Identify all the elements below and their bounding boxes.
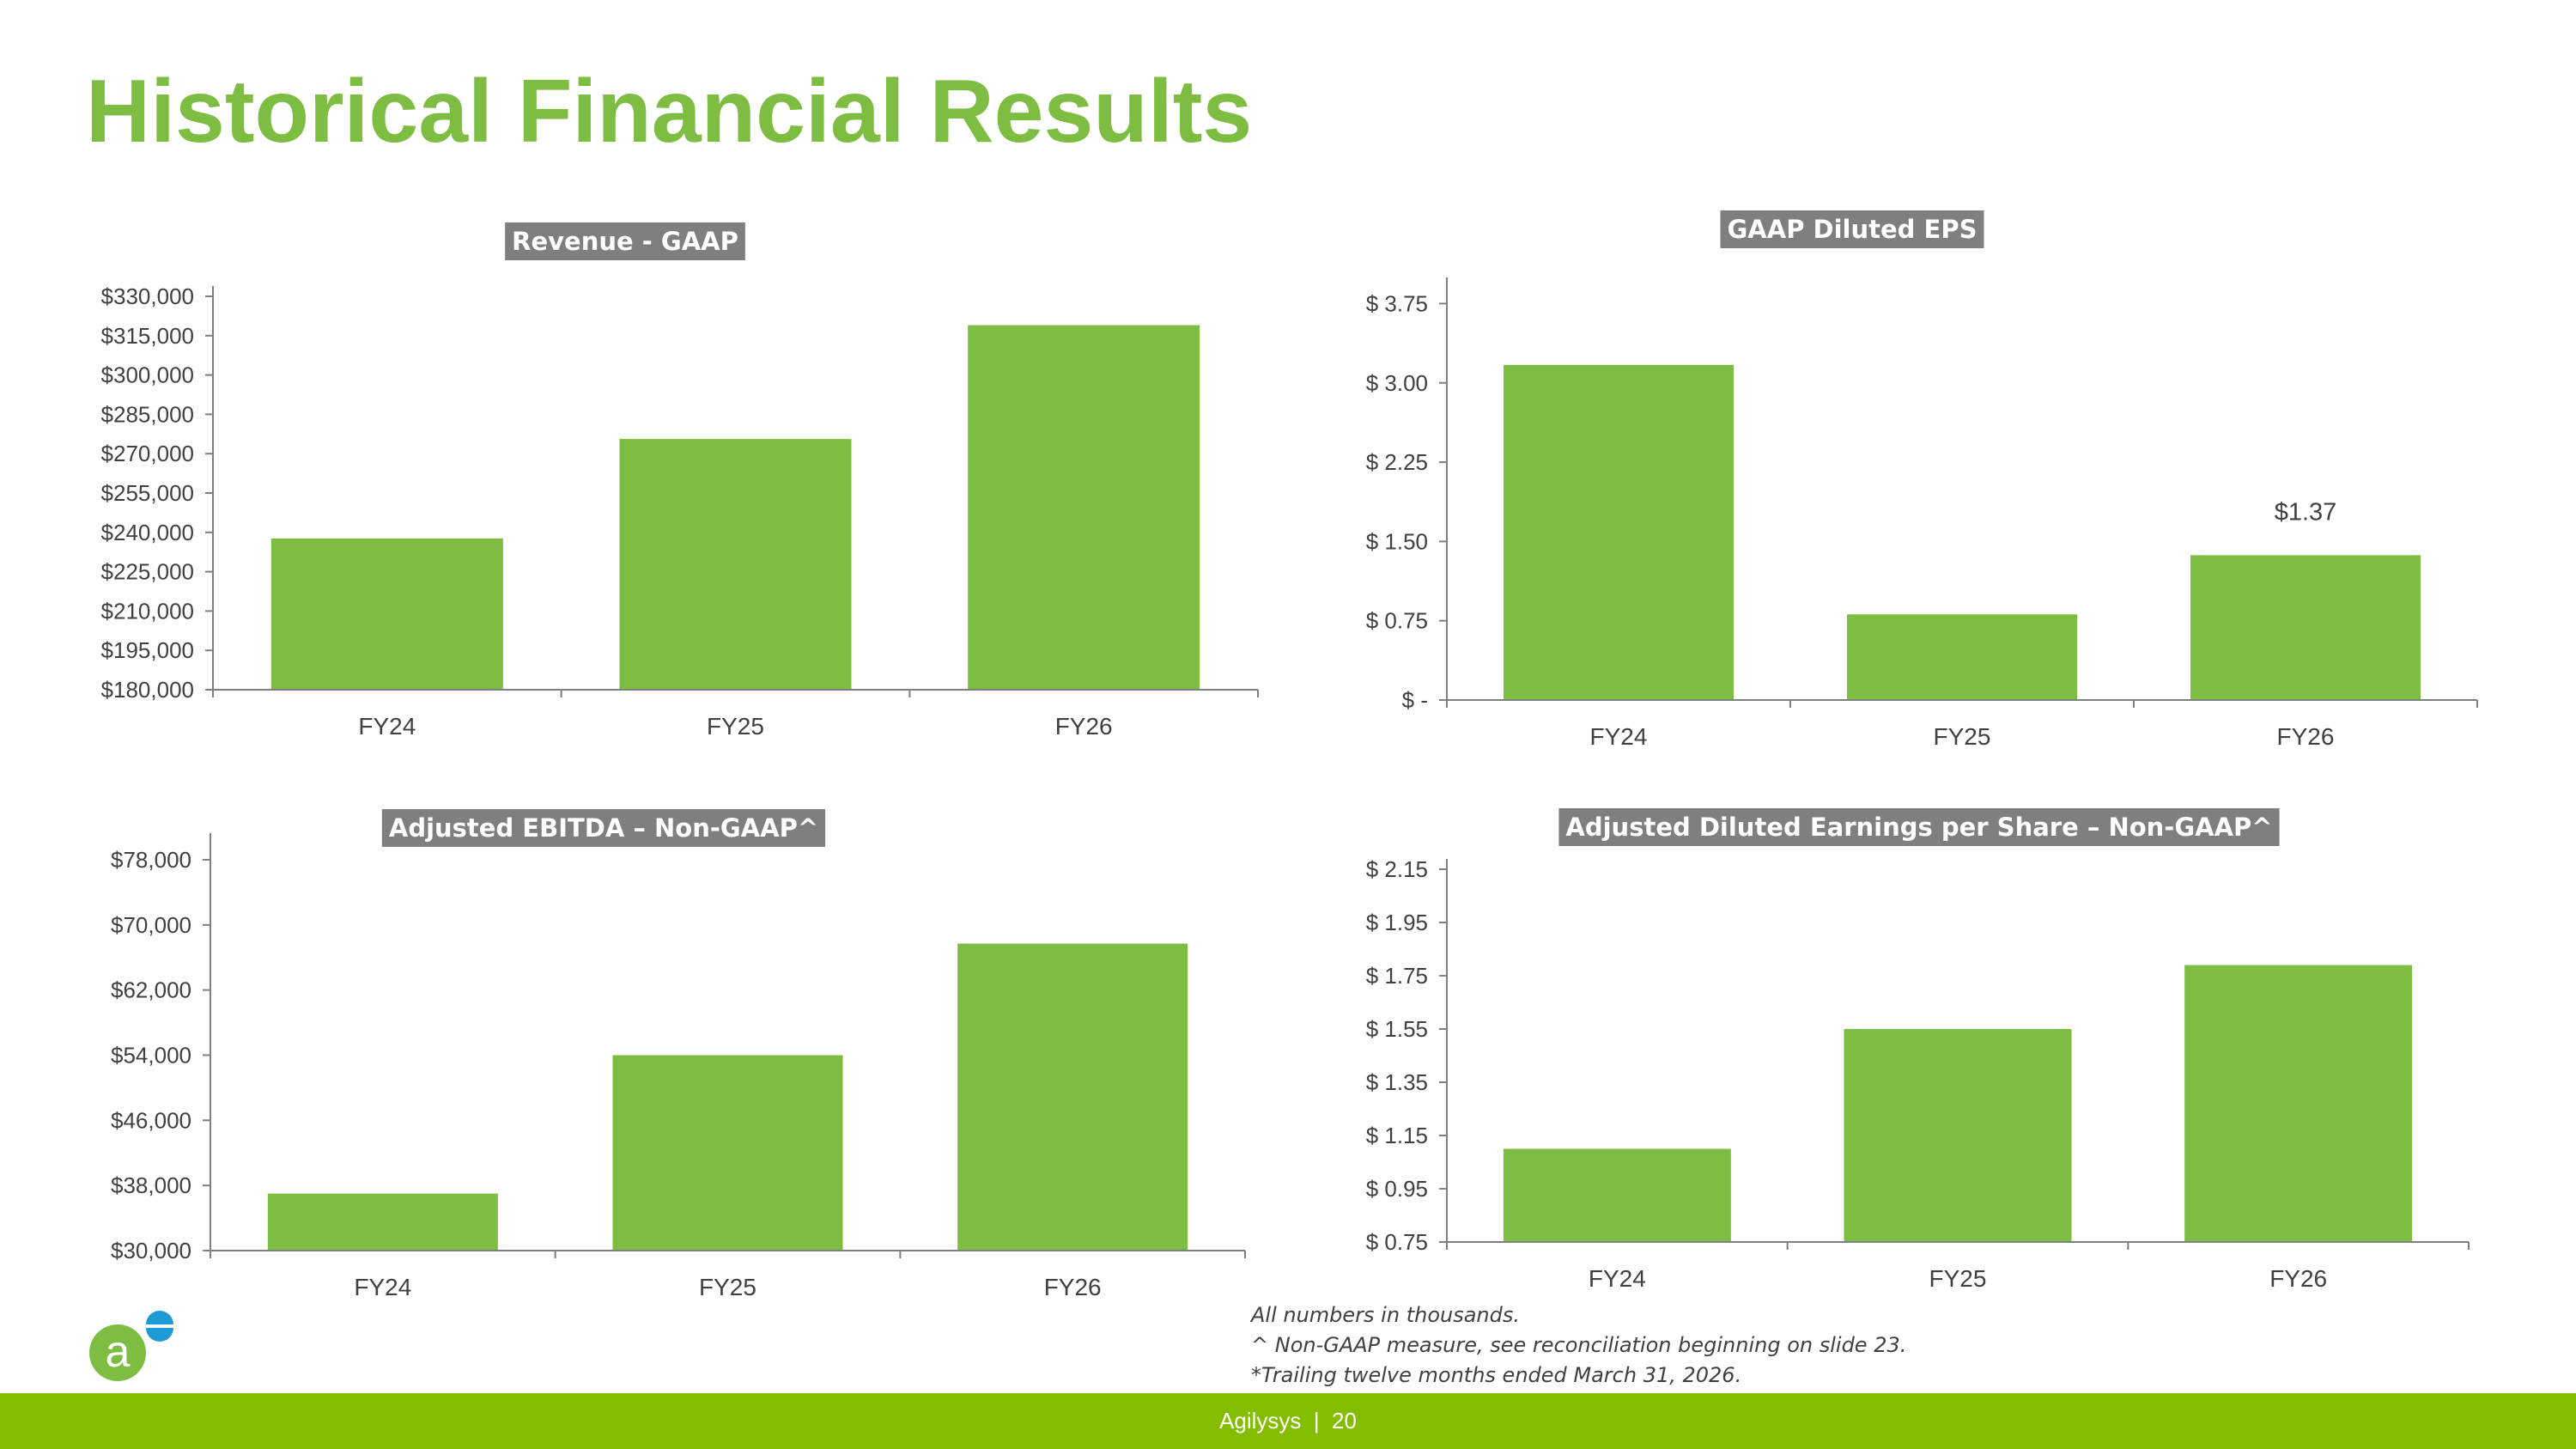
footnote: *Trailing twelve months ended March 31, … xyxy=(1251,1363,1742,1387)
y-tick-label: $ 1.50 xyxy=(1366,528,1428,554)
y-tick-label: $ 0.75 xyxy=(1366,608,1428,634)
y-tick-label: $195,000 xyxy=(101,637,194,663)
chart-bar xyxy=(1503,1148,1731,1242)
chart-bar xyxy=(957,943,1188,1251)
y-tick-label: $ 1.55 xyxy=(1366,1016,1428,1042)
adjusted-diluted-eps-chart: Adjusted Diluted Earnings per Share – No… xyxy=(1314,799,2516,1306)
x-tick-label: FY25 xyxy=(699,1274,756,1300)
y-tick-label: $30,000 xyxy=(111,1238,191,1263)
x-tick-label: FY26 xyxy=(2277,723,2335,750)
footer-company: Agilysys xyxy=(1219,1408,1302,1434)
y-tick-label: $38,000 xyxy=(111,1172,191,1198)
y-tick-label: $240,000 xyxy=(101,520,194,545)
chart-bar xyxy=(1847,614,2077,700)
agilysys-logo-icon: a xyxy=(86,1309,177,1382)
chart-bar xyxy=(1504,364,1734,700)
chart-bar xyxy=(270,538,503,690)
chart-title: Adjusted EBITDA – Non-GAAP^ xyxy=(389,813,818,843)
y-tick-label: $ 2.25 xyxy=(1366,449,1428,475)
y-tick-label: $62,000 xyxy=(111,977,191,1003)
y-tick-label: $46,000 xyxy=(111,1107,191,1133)
y-tick-label: $180,000 xyxy=(101,677,194,703)
x-tick-label: FY26 xyxy=(1055,713,1113,740)
chart-svg: Revenue - GAAP FY24 FY25 FY26 $180,000 $195,0… xyxy=(101,222,1259,740)
chart-title-background xyxy=(1558,808,2280,846)
y-tick-label: $300,000 xyxy=(101,362,194,388)
chart-bar xyxy=(612,1055,843,1251)
y-tick-label: $ 1.35 xyxy=(1366,1069,1428,1095)
x-tick-label: FY24 xyxy=(358,713,416,740)
svg-text:a: a xyxy=(106,1327,131,1377)
footnote: All numbers in thousands. xyxy=(1251,1303,1520,1327)
y-tick-label: $210,000 xyxy=(101,598,194,624)
y-tick-label: $225,000 xyxy=(101,559,194,585)
y-tick-label: $315,000 xyxy=(101,323,194,349)
adjusted-ebitda-chart: Adjusted EBITDA – Non-GAAP^ FY24 FY25 FY26 $… xyxy=(60,799,1279,1314)
chart-svg: Adjusted EBITDA – Non-GAAP^ FY24 FY25 FY26 $… xyxy=(111,809,1246,1300)
y-tick-label: $255,000 xyxy=(101,480,194,506)
chart-bar xyxy=(2190,555,2421,700)
y-tick-label: $ 1.15 xyxy=(1366,1123,1428,1148)
y-tick-label: $78,000 xyxy=(111,847,191,873)
y-tick-label: $330,000 xyxy=(101,283,194,309)
x-tick-label: FY26 xyxy=(1044,1274,1102,1300)
footer-separator: | xyxy=(1313,1408,1320,1434)
chart-title-background xyxy=(381,809,826,847)
y-tick-label: $285,000 xyxy=(101,401,194,427)
y-tick-label: $ 2.15 xyxy=(1366,856,1428,882)
x-tick-label: FY25 xyxy=(1934,723,1991,750)
data-label: $1.37 xyxy=(2275,498,2337,526)
footnote: ^ Non-GAAP measure, see reconciliation b… xyxy=(1251,1333,1907,1357)
y-tick-label: $ 3.00 xyxy=(1366,370,1428,396)
y-tick-label: $54,000 xyxy=(111,1042,191,1068)
page-title: Historical Financial Results xyxy=(86,62,1253,161)
page-number: 20 xyxy=(1332,1408,1357,1434)
y-tick-label: $ 0.95 xyxy=(1366,1176,1428,1202)
gaap-diluted-eps-chart: GAAP Diluted EPS FY24 FY25 $1.37 FY26 $ - $ 0.… xyxy=(1314,202,2516,769)
y-tick-label: $ 1.95 xyxy=(1366,910,1428,935)
footnotes: All numbers in thousands. ^ Non-GAAP mea… xyxy=(1251,1300,1906,1391)
x-tick-label: FY25 xyxy=(707,713,764,740)
chart-title: Revenue - GAAP xyxy=(512,227,738,256)
chart-bar xyxy=(968,325,1200,690)
y-tick-label: $270,000 xyxy=(101,441,194,466)
y-tick-label: $ - xyxy=(1402,687,1428,713)
revenue-gaap-chart: Revenue - GAAP FY24 FY25 FY26 $180,000 $195,0… xyxy=(60,215,1279,756)
x-tick-label: FY24 xyxy=(354,1274,411,1300)
x-tick-label: FY25 xyxy=(1929,1265,1987,1292)
chart-svg: Adjusted Diluted Earnings per Share – No… xyxy=(1366,808,2470,1292)
chart-title: GAAP Diluted EPS xyxy=(1728,215,1978,244)
x-tick-label: FY24 xyxy=(1589,1265,1646,1292)
chart-bar xyxy=(1844,1029,2072,1242)
y-tick-label: $ 3.75 xyxy=(1366,290,1428,316)
chart-title-background xyxy=(1720,210,1984,248)
chart-title-background xyxy=(505,222,745,260)
chart-bar xyxy=(267,1193,498,1251)
x-tick-label: FY26 xyxy=(2269,1265,2327,1292)
y-tick-label: $ 0.75 xyxy=(1366,1229,1428,1255)
chart-title: Adjusted Diluted Earnings per Share – No… xyxy=(1565,813,2272,842)
footer-bar: Agilysys | 20 xyxy=(0,1393,2576,1449)
y-tick-label: $ 1.75 xyxy=(1366,963,1428,989)
y-tick-label: $70,000 xyxy=(111,912,191,938)
x-tick-label: FY24 xyxy=(1590,723,1648,750)
chart-bar xyxy=(619,439,852,690)
chart-bar xyxy=(2184,965,2413,1242)
chart-svg: GAAP Diluted EPS FY24 FY25 $1.37 FY26 $ - $ 0.… xyxy=(1366,210,2478,750)
